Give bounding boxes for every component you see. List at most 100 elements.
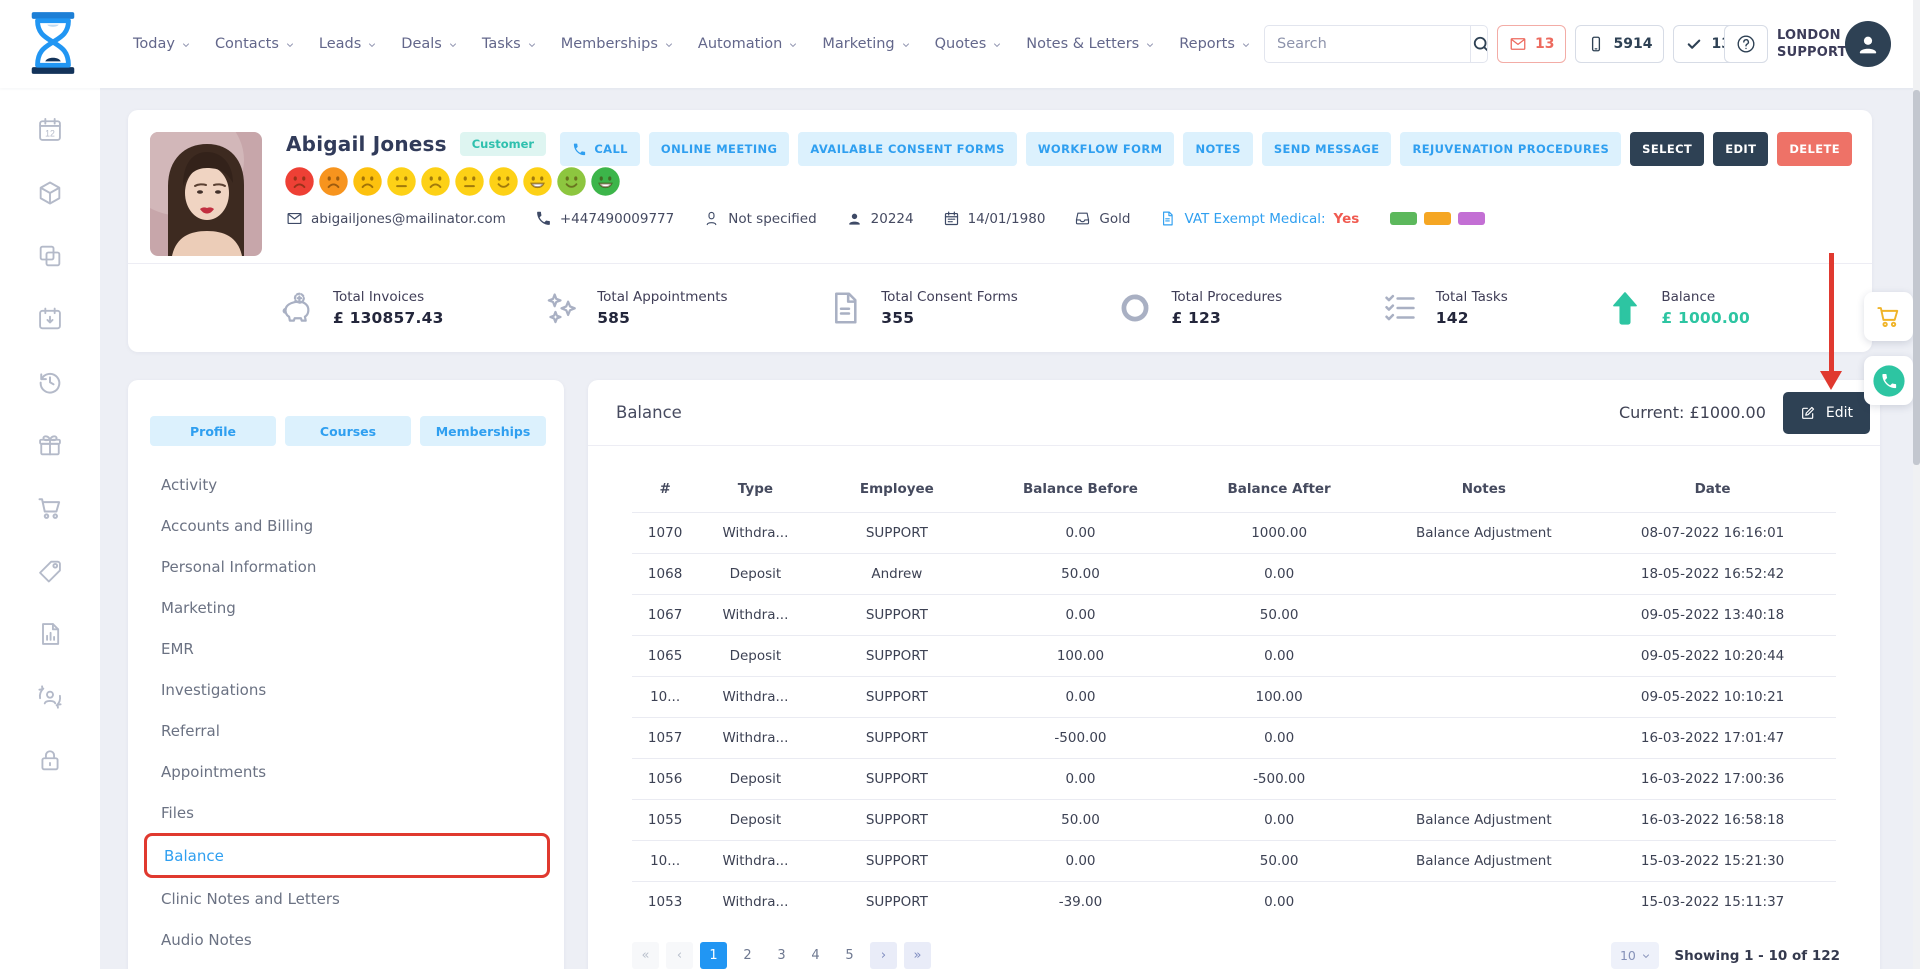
- page-size-select[interactable]: 10: [1611, 942, 1660, 969]
- action-button[interactable]: ONLINE MEETING: [648, 132, 790, 166]
- contact-item[interactable]: Gold: [1074, 210, 1130, 227]
- action-button[interactable]: EDIT: [1713, 132, 1769, 166]
- mood-emoji-10[interactable]: [590, 166, 621, 197]
- mood-emoji-7[interactable]: [488, 166, 519, 197]
- help-button[interactable]: [1724, 25, 1768, 63]
- nav-item[interactable]: Marketing: [822, 36, 910, 52]
- rail-button[interactable]: [35, 556, 65, 586]
- contact-item[interactable]: Not specified: [703, 210, 817, 227]
- page-button[interactable]: 4: [802, 942, 829, 969]
- table-row[interactable]: 1055 Deposit SUPPORT 50.00 0.00 Balance Adjus…: [632, 798, 1836, 840]
- page-button[interactable]: »: [904, 942, 931, 969]
- account-avatar[interactable]: [1845, 21, 1891, 67]
- menu-item[interactable]: Marketing: [161, 598, 236, 617]
- menu-item[interactable]: Drinks: [128, 960, 564, 969]
- panel-tab[interactable]: Memberships: [420, 416, 546, 446]
- menu-item[interactable]: EMR: [161, 639, 194, 658]
- nav-item[interactable]: Deals: [401, 36, 458, 52]
- page-button[interactable]: 2: [734, 942, 761, 969]
- tag-chip[interactable]: [1390, 212, 1418, 225]
- table-row[interactable]: 1053 Withdra... SUPPORT -39.00 0.00 15-03-202…: [632, 880, 1836, 922]
- action-button[interactable]: SELECT: [1630, 132, 1705, 166]
- panel-tab[interactable]: Courses: [285, 416, 411, 446]
- rail-button[interactable]: [35, 493, 65, 523]
- menu-item[interactable]: Appointments: [161, 762, 267, 781]
- table-row[interactable]: 1057 Withdra... SUPPORT -500.00 0.00 16-03-20…: [632, 716, 1836, 758]
- action-button[interactable]: DELETE: [1777, 132, 1852, 166]
- menu-item[interactable]: Audio Notes: [161, 930, 252, 949]
- contact-item[interactable]: VAT Exempt Medical: Yes: [1159, 210, 1359, 227]
- table-row[interactable]: 1070 Withdra... SUPPORT 0.00 1000.00 Balance …: [632, 511, 1836, 553]
- action-button[interactable]: AVAILABLE CONSENT FORMS: [798, 132, 1017, 166]
- scrollbar-thumb[interactable]: [1913, 90, 1920, 465]
- page-button[interactable]: 3: [768, 942, 795, 969]
- search-button[interactable]: [1470, 26, 1487, 62]
- nav-item[interactable]: Notes & Letters: [1026, 36, 1155, 52]
- menu-item[interactable]: Activity: [161, 475, 218, 494]
- edit-balance-button[interactable]: Edit: [1782, 391, 1870, 434]
- menu-item[interactable]: Personal Information: [161, 557, 317, 576]
- call-fab-button[interactable]: [1864, 356, 1913, 405]
- rail-button[interactable]: [35, 682, 65, 712]
- nav-item[interactable]: Automation: [698, 36, 798, 52]
- rail-button[interactable]: 12: [35, 115, 65, 145]
- table-row[interactable]: 10... Withdra... SUPPORT 0.00 100.00 09-05-20…: [632, 675, 1836, 717]
- table-row[interactable]: 1065 Deposit SUPPORT 100.00 0.00 09-05-2022 1…: [632, 634, 1836, 676]
- rail-button[interactable]: [35, 430, 65, 460]
- tag-chip[interactable]: [1458, 212, 1486, 225]
- action-button[interactable]: NOTES: [1183, 132, 1253, 166]
- mood-emoji-6[interactable]: [454, 166, 485, 197]
- mood-emoji-9[interactable]: [556, 166, 587, 197]
- action-button[interactable]: REJUVENATION PROCEDURES: [1400, 132, 1622, 166]
- tag-chip[interactable]: [1424, 212, 1452, 225]
- page-button[interactable]: ‹: [666, 942, 693, 969]
- rail-button[interactable]: [35, 745, 65, 775]
- menu-item[interactable]: Investigations: [161, 680, 267, 699]
- rail-button[interactable]: [35, 178, 65, 208]
- panel-tab[interactable]: Profile: [150, 416, 276, 446]
- contact-item[interactable]: 20224: [846, 210, 914, 227]
- mood-emoji-8[interactable]: [522, 166, 553, 197]
- rail-button[interactable]: [35, 367, 65, 397]
- app-logo[interactable]: [24, 9, 82, 77]
- table-row[interactable]: 10... Withdra... SUPPORT 0.00 50.00 Balance A…: [632, 839, 1836, 881]
- page-button[interactable]: 1: [700, 942, 727, 969]
- menu-item[interactable]: Balance: [144, 833, 550, 878]
- cart-fab-button[interactable]: [1864, 292, 1913, 341]
- search-input[interactable]: [1265, 26, 1470, 62]
- profile-photo[interactable]: [150, 132, 262, 256]
- table-row[interactable]: 1056 Deposit SUPPORT 0.00 -500.00 16-03-2022 …: [632, 757, 1836, 799]
- action-button[interactable]: SEND MESSAGE: [1261, 132, 1392, 166]
- nav-item[interactable]: Tasks: [482, 36, 537, 52]
- contact-item[interactable]: abigailjones@mailinator.com: [286, 210, 506, 227]
- mood-emoji-5[interactable]: [420, 166, 451, 197]
- action-button[interactable]: WORKFLOW FORM: [1025, 132, 1175, 166]
- page-button[interactable]: «: [632, 942, 659, 969]
- header-badge[interactable]: 5914: [1575, 25, 1665, 63]
- action-button[interactable]: CALL: [560, 132, 640, 166]
- mood-emoji-3[interactable]: [352, 166, 383, 197]
- nav-item[interactable]: Reports: [1179, 36, 1251, 52]
- table-row[interactable]: 1068 Deposit Andrew 50.00 0.00 18-05-2022 16:…: [632, 552, 1836, 594]
- menu-item[interactable]: Referral: [161, 721, 220, 740]
- nav-item[interactable]: Contacts: [215, 36, 295, 52]
- nav-item[interactable]: Memberships: [561, 36, 674, 52]
- page-button[interactable]: 5: [836, 942, 863, 969]
- table-row[interactable]: 1067 Withdra... SUPPORT 0.00 50.00 09-05-2022…: [632, 593, 1836, 635]
- mood-emoji-2[interactable]: [318, 166, 349, 197]
- mood-emoji-4[interactable]: [386, 166, 417, 197]
- nav-item[interactable]: Today: [133, 36, 191, 52]
- header-badge[interactable]: 13: [1497, 25, 1567, 63]
- contact-item[interactable]: +447490009777: [535, 210, 674, 227]
- menu-item[interactable]: Accounts and Billing: [161, 516, 314, 535]
- menu-item[interactable]: Files: [161, 803, 194, 822]
- contact-item[interactable]: 14/01/1980: [943, 210, 1045, 227]
- menu-item[interactable]: Clinic Notes and Letters: [161, 889, 340, 908]
- rail-button[interactable]: [35, 241, 65, 271]
- nav-item[interactable]: Quotes: [935, 36, 1003, 52]
- rail-button[interactable]: [35, 619, 65, 649]
- nav-item[interactable]: Leads: [319, 36, 377, 52]
- mood-emoji-1[interactable]: [284, 166, 315, 197]
- page-button[interactable]: ›: [870, 942, 897, 969]
- rail-button[interactable]: [35, 304, 65, 334]
